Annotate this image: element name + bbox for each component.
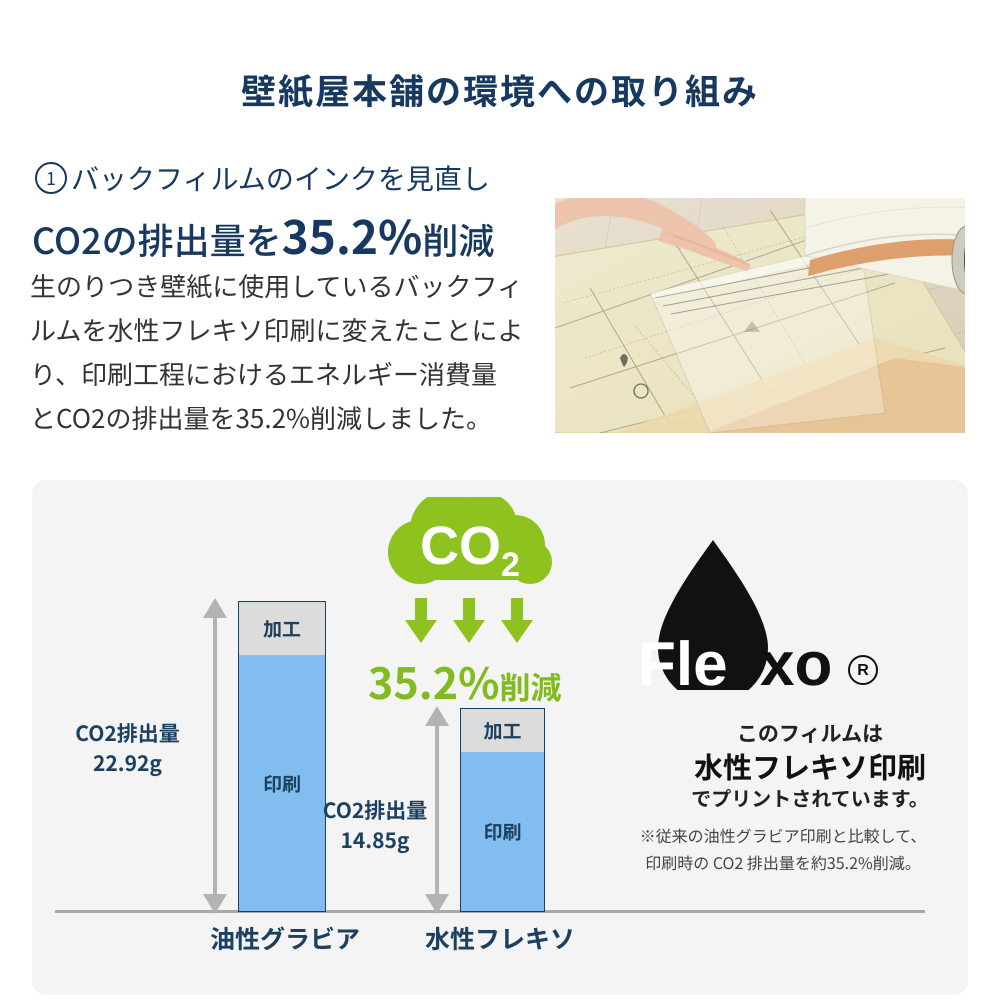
svg-text:Fle: Fle [638,630,728,690]
svg-text:xo: xo [760,630,832,690]
